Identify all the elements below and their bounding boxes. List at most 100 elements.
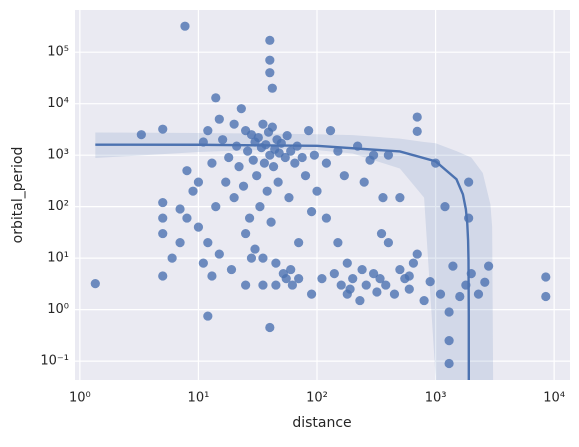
plot-area: [75, 10, 570, 380]
x-tick-label: 10³: [425, 391, 447, 406]
point: [455, 291, 465, 302]
point: [273, 177, 283, 187]
point: [404, 271, 414, 281]
point: [258, 280, 268, 290]
point: [198, 258, 208, 268]
point: [342, 289, 352, 299]
point: [158, 271, 168, 281]
point: [136, 130, 146, 140]
point: [294, 274, 304, 284]
point: [389, 289, 400, 299]
point: [357, 264, 367, 275]
point: [90, 279, 100, 289]
point: [211, 202, 221, 212]
point: [336, 280, 346, 290]
point: [464, 177, 474, 187]
point: [333, 146, 343, 156]
x-axis-label: distance: [292, 415, 351, 431]
point: [271, 258, 281, 268]
point: [203, 126, 213, 136]
x-tick-label: 10¹: [188, 391, 210, 406]
point: [229, 192, 239, 203]
point: [158, 213, 168, 223]
point: [229, 119, 239, 129]
point: [241, 228, 251, 239]
point: [265, 55, 275, 65]
point: [412, 126, 422, 136]
point: [444, 358, 454, 369]
point: [312, 186, 322, 196]
point: [368, 269, 379, 279]
y-tick-label: 10⁻¹: [40, 354, 69, 369]
point: [383, 150, 394, 160]
point: [309, 150, 319, 160]
point: [376, 228, 387, 239]
point: [348, 274, 358, 284]
grid: [75, 10, 570, 380]
point: [444, 307, 454, 317]
point: [265, 35, 275, 45]
point: [258, 253, 268, 263]
regression-line: [95, 143, 471, 380]
point: [297, 152, 307, 163]
point: [378, 192, 388, 203]
point: [333, 238, 343, 248]
point: [412, 112, 422, 122]
point: [284, 192, 294, 203]
point: [193, 177, 204, 187]
point: [214, 114, 224, 124]
point: [259, 158, 269, 168]
point: [339, 171, 349, 181]
point: [244, 213, 255, 223]
point: [404, 284, 414, 294]
point: [175, 238, 185, 248]
point: [175, 204, 185, 214]
point: [253, 132, 263, 143]
point: [250, 244, 260, 254]
point: [294, 238, 304, 248]
point: [372, 287, 382, 297]
point: [193, 222, 204, 232]
point: [300, 171, 311, 181]
point: [359, 177, 369, 187]
point: [541, 272, 551, 282]
point: [224, 152, 234, 163]
point: [158, 124, 168, 134]
point: [207, 271, 217, 281]
point: [158, 197, 168, 208]
x-tick-label: 10²: [306, 391, 328, 406]
point: [182, 166, 192, 176]
point: [281, 274, 291, 284]
y-tick-label: 10²: [47, 199, 69, 214]
point: [381, 280, 391, 290]
point: [541, 291, 551, 302]
labels: 10⁰ 10¹ 10² 10³ 10⁴ 10⁻¹ 10⁰ 10¹ 10² 10³ 10⁴ 10⁵: [40, 45, 565, 406]
point: [290, 158, 300, 168]
point: [287, 280, 297, 290]
point: [355, 295, 365, 306]
point: [252, 171, 262, 181]
point: [203, 238, 213, 248]
point: [267, 83, 277, 93]
point: [321, 213, 332, 223]
point: [207, 158, 217, 168]
point: [258, 119, 268, 129]
point: [440, 202, 450, 212]
point: [280, 152, 290, 163]
point: [267, 122, 277, 132]
point: [425, 277, 435, 287]
point: [248, 155, 258, 165]
point: [321, 158, 332, 168]
point: [484, 261, 494, 271]
point: [182, 213, 192, 223]
point: [255, 202, 265, 212]
y-tick-label: 10⁵: [47, 45, 69, 60]
point: [412, 249, 422, 259]
point: [435, 289, 446, 299]
point: [234, 161, 244, 172]
point: [246, 130, 257, 140]
point: [214, 249, 224, 259]
point: [448, 261, 458, 271]
point: [268, 161, 279, 172]
point: [262, 186, 272, 196]
